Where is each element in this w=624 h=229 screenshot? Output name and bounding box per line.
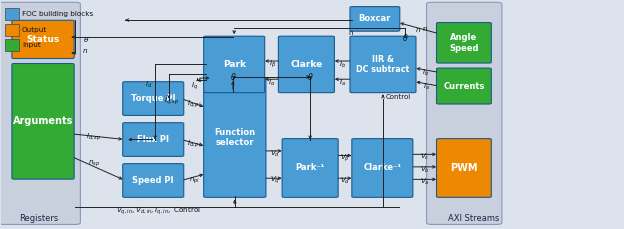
Text: $\theta$: $\theta$	[307, 71, 313, 82]
FancyBboxPatch shape	[437, 68, 491, 104]
FancyBboxPatch shape	[350, 7, 400, 31]
Text: $n_{sp}$: $n_{sp}$	[88, 158, 100, 169]
Text: $\theta$: $\theta$	[402, 32, 409, 43]
FancyBboxPatch shape	[5, 8, 19, 20]
Text: $V_a$: $V_a$	[420, 177, 429, 187]
Text: Park: Park	[223, 60, 246, 69]
FancyBboxPatch shape	[427, 2, 502, 224]
Text: $I_\beta$: $I_\beta$	[268, 59, 276, 70]
Text: Boxcar: Boxcar	[359, 14, 391, 23]
Text: Clarke⁻¹: Clarke⁻¹	[363, 164, 401, 172]
Text: $V_q$: $V_q$	[270, 175, 280, 186]
Text: $n_{pi}$: $n_{pi}$	[188, 175, 200, 186]
FancyBboxPatch shape	[278, 36, 334, 93]
Text: n: n	[422, 26, 427, 32]
Text: $V_d$: $V_d$	[270, 149, 280, 159]
Text: $I_q$: $I_q$	[192, 80, 198, 92]
FancyBboxPatch shape	[12, 20, 74, 58]
Text: Park⁻¹: Park⁻¹	[295, 164, 325, 172]
Text: Angle
Speed: Angle Speed	[449, 33, 479, 52]
Text: $I_{d,pi}$: $I_{d,pi}$	[187, 138, 202, 150]
Text: Arguments: Arguments	[13, 116, 73, 126]
Text: $I_b$: $I_b$	[339, 59, 346, 70]
Text: $I_a$: $I_a$	[422, 81, 429, 92]
Text: $\theta$: $\theta$	[83, 35, 89, 44]
FancyBboxPatch shape	[203, 36, 265, 93]
FancyBboxPatch shape	[437, 22, 491, 63]
FancyBboxPatch shape	[5, 24, 19, 35]
Text: Currents: Currents	[443, 82, 485, 90]
Text: Speed PI: Speed PI	[132, 176, 174, 185]
Text: n: n	[348, 30, 353, 36]
FancyBboxPatch shape	[12, 63, 74, 179]
FancyBboxPatch shape	[350, 36, 416, 93]
FancyBboxPatch shape	[437, 139, 491, 197]
Text: n: n	[416, 27, 420, 33]
Text: FOC building blocks: FOC building blocks	[22, 11, 93, 17]
FancyBboxPatch shape	[5, 39, 19, 51]
Text: $V_{q,in}, V_{d,in}, I_{q,in},$ Control: $V_{q,in}, V_{d,in}, I_{q,in},$ Control	[116, 205, 201, 217]
Text: $V_\beta$: $V_\beta$	[340, 153, 350, 164]
Text: Flux PI: Flux PI	[137, 135, 169, 144]
Text: Status: Status	[26, 35, 60, 44]
Text: $I_{q,sp}$: $I_{q,sp}$	[164, 95, 180, 106]
Text: $I_{q,pi}$: $I_{q,pi}$	[187, 98, 202, 110]
Text: $\theta$: $\theta$	[230, 71, 236, 82]
Text: $I_d$: $I_d$	[145, 80, 152, 90]
Text: $V_c$: $V_c$	[420, 152, 429, 162]
Text: $V_b$: $V_b$	[420, 164, 430, 175]
Text: Control: Control	[386, 94, 411, 100]
Text: n: n	[83, 48, 87, 54]
FancyBboxPatch shape	[123, 164, 183, 197]
Text: Clarke: Clarke	[290, 60, 323, 69]
FancyBboxPatch shape	[282, 139, 338, 197]
FancyBboxPatch shape	[0, 2, 80, 224]
Text: Function
selector: Function selector	[214, 128, 255, 147]
Text: $I_\alpha$: $I_\alpha$	[268, 78, 276, 88]
FancyBboxPatch shape	[203, 77, 266, 197]
Text: Input: Input	[22, 42, 41, 48]
Text: PWM: PWM	[450, 163, 477, 173]
Text: IIR &
DC subtract: IIR & DC subtract	[356, 55, 409, 74]
Text: Registers: Registers	[19, 213, 59, 223]
Text: $I_{d,sp}$: $I_{d,sp}$	[86, 131, 102, 143]
FancyBboxPatch shape	[123, 82, 183, 115]
Text: $I_a$: $I_a$	[339, 78, 346, 88]
FancyBboxPatch shape	[352, 139, 413, 197]
Text: $I_b$: $I_b$	[422, 68, 429, 78]
Text: Torque PI: Torque PI	[131, 94, 175, 103]
Text: Output: Output	[22, 27, 47, 33]
Text: AXI Streams: AXI Streams	[448, 213, 499, 223]
Text: $V_\alpha$: $V_\alpha$	[340, 175, 350, 186]
FancyBboxPatch shape	[123, 123, 183, 156]
